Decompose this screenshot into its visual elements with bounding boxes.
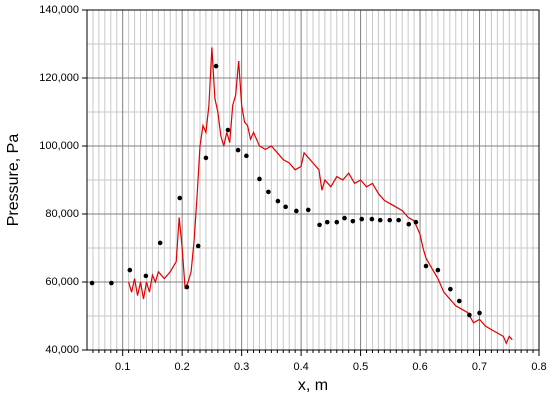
data-point — [294, 208, 299, 214]
data-point — [213, 63, 219, 69]
x-tick-label: 0.1 — [115, 361, 130, 373]
data-point — [396, 217, 401, 223]
x-tick-label: 0.8 — [531, 361, 546, 373]
data-point — [225, 127, 231, 133]
data-point — [477, 310, 482, 316]
x-tick-label: 0.5 — [353, 361, 368, 373]
data-point — [423, 263, 429, 269]
data-point — [89, 280, 95, 286]
y-tick-label: 80,000 — [45, 208, 79, 220]
data-point — [413, 219, 419, 225]
data-point — [244, 153, 249, 159]
data-point — [467, 312, 472, 318]
x-tick-label: 0.2 — [175, 361, 190, 373]
y-tick-label: 120,000 — [39, 72, 79, 84]
data-point — [359, 216, 365, 222]
data-point — [334, 219, 340, 225]
data-point — [342, 215, 347, 221]
data-point — [435, 267, 441, 273]
y-axis-label: Pressure, Pa — [5, 134, 22, 227]
y-tick-label: 40,000 — [45, 344, 79, 356]
data-point — [317, 222, 322, 228]
x-axis-label: x, m — [298, 377, 328, 394]
y-tick-label: 140,000 — [39, 4, 79, 16]
x-tick-label: 0.7 — [472, 361, 487, 373]
data-point — [457, 298, 462, 304]
data-point — [257, 176, 262, 182]
data-point — [377, 217, 383, 223]
data-point — [369, 216, 375, 222]
data-point — [143, 273, 149, 279]
y-tick-label: 100,000 — [39, 140, 79, 152]
data-point — [387, 217, 393, 223]
data-point — [266, 189, 271, 195]
x-tick-label: 0.4 — [293, 361, 308, 373]
data-point — [109, 280, 114, 286]
data-point — [305, 207, 311, 213]
data-point — [184, 284, 190, 290]
x-tick-label: 0.6 — [412, 361, 427, 373]
data-point — [350, 218, 356, 224]
data-point — [406, 221, 412, 227]
data-line — [128, 47, 513, 345]
data-point — [275, 198, 281, 204]
plot-frame — [86, 9, 540, 351]
data-point — [203, 155, 209, 161]
data-point — [448, 286, 453, 292]
y-tick-label: 60,000 — [45, 276, 79, 288]
data-point — [195, 243, 201, 249]
data-point — [177, 195, 183, 201]
data-point — [283, 204, 288, 210]
data-point — [127, 267, 133, 273]
data-point — [324, 219, 330, 225]
x-tick-label: 0.3 — [234, 361, 249, 373]
data-point — [235, 147, 241, 153]
data-point — [157, 240, 163, 246]
